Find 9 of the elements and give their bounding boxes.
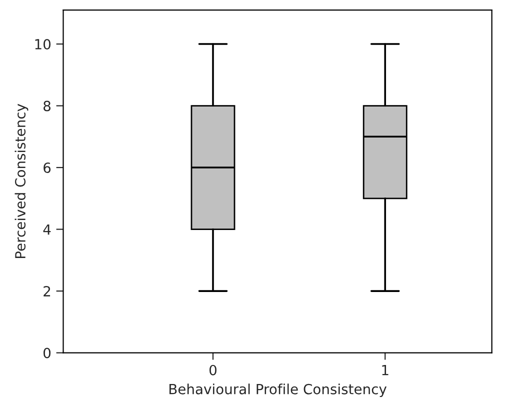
y-tick-label: 2	[44, 286, 50, 296]
y-tick-label: 10	[35, 38, 51, 50]
x-axis-title: Behavioural Profile Consistency	[169, 384, 387, 398]
y-tick-label: 8	[44, 100, 50, 112]
y-axis-title: Perceived Consistency	[14, 104, 28, 258]
y-tick-label: 4	[43, 224, 51, 235]
x-tick-label: 1	[382, 365, 388, 376]
y-tick-label: 0	[44, 348, 51, 358]
y-tick-label: 6	[44, 162, 51, 174]
